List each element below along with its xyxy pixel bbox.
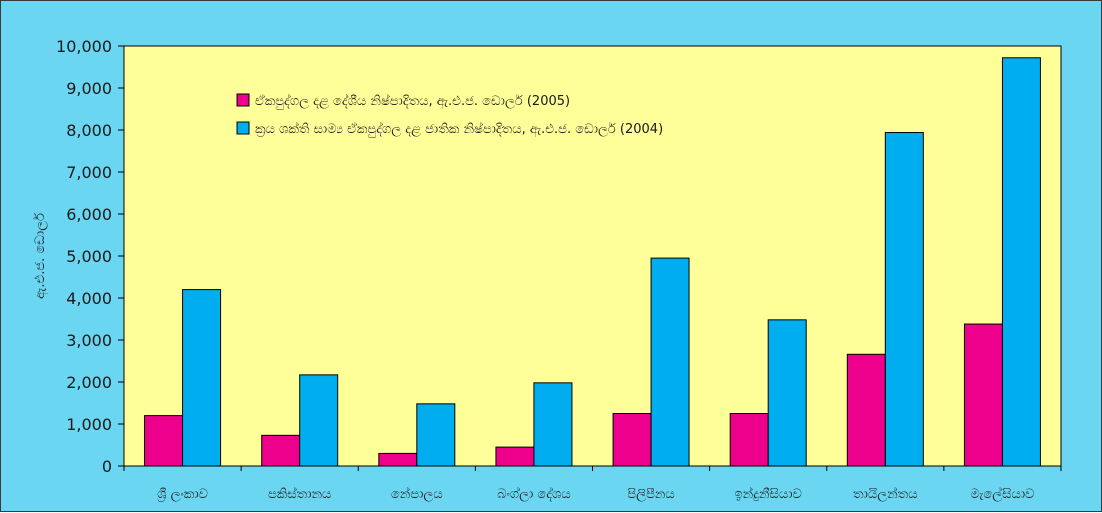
y-tick-label: 9,000	[66, 79, 112, 98]
bar-gdp	[729, 413, 769, 467]
x-category-label: ඉන්දුනීසියාව	[735, 486, 802, 502]
legend: ඒකපුද්ගල දළ දේශීය නිෂ්පාදිතය, ඇ.එ.ජ. ඩොල…	[236, 93, 663, 137]
y-axis: 0 1,000 2,000 3,000 4,000 5,000 6,000 7,000 8,00…	[56, 37, 124, 476]
bar-ppp	[182, 289, 222, 467]
y-tick-label: 10,000	[56, 37, 112, 56]
bar-gdp	[612, 413, 652, 467]
y-axis-title: ඇ.එ.ජ. ඩොලර්	[32, 213, 48, 299]
x-category-label: තායිලන්තය	[853, 486, 918, 502]
bar-ppp	[884, 132, 924, 467]
legend-label-ppp: ක්‍රය ශක්ති සාම්‍ය ඒකපුද්ගල දළ ජාතික නිෂ…	[255, 121, 663, 137]
x-category-label: නේපාලය	[391, 486, 443, 502]
legend-swatch-gdp	[236, 93, 250, 107]
bar-ppp	[1001, 57, 1041, 467]
x-category-label: පිලිපීනය	[627, 487, 674, 502]
bar-gdp	[378, 452, 418, 467]
x-category-label: බංග්ලා දේශය	[497, 486, 571, 502]
y-tick-label: 5,000	[66, 247, 112, 266]
x-category-label: මැලේසියාව	[970, 486, 1034, 502]
legend-label-gdp: ඒකපුද්ගල දළ දේශීය නිෂ්පාදිතය, ඇ.එ.ජ. ඩොල…	[255, 93, 570, 109]
bar-ppp	[533, 382, 573, 467]
bar-gdp	[846, 353, 886, 467]
y-tick-label: 1,000	[66, 415, 112, 434]
x-category-label: ශ්‍රී ලංකාව	[157, 487, 208, 502]
bar-ppp	[650, 257, 690, 467]
legend-swatch-ppp	[236, 121, 250, 135]
bar-ppp	[299, 374, 339, 467]
bars	[144, 57, 1041, 467]
y-tick-label: 8,000	[66, 121, 112, 140]
bar-ppp	[767, 319, 807, 467]
y-tick-label: 2,000	[66, 373, 112, 392]
x-axis: ශ්‍රී ලංකාව පකිස්තානය නේපාලය බංග්ලා දේශය පිල…	[123, 466, 1062, 502]
y-tick-label: 7,000	[66, 163, 112, 182]
y-tick-label: 0	[102, 457, 112, 476]
y-tick-label: 3,000	[66, 331, 112, 350]
bar-gdp	[495, 446, 535, 467]
y-tick-label: 4,000	[66, 289, 112, 308]
bar-gdp	[261, 434, 301, 467]
bar-ppp	[416, 403, 456, 467]
y-tick-label: 6,000	[66, 205, 112, 224]
bar-gdp	[144, 415, 184, 467]
x-category-label: පකිස්තානය	[268, 486, 331, 502]
bar-gdp	[963, 323, 1003, 467]
